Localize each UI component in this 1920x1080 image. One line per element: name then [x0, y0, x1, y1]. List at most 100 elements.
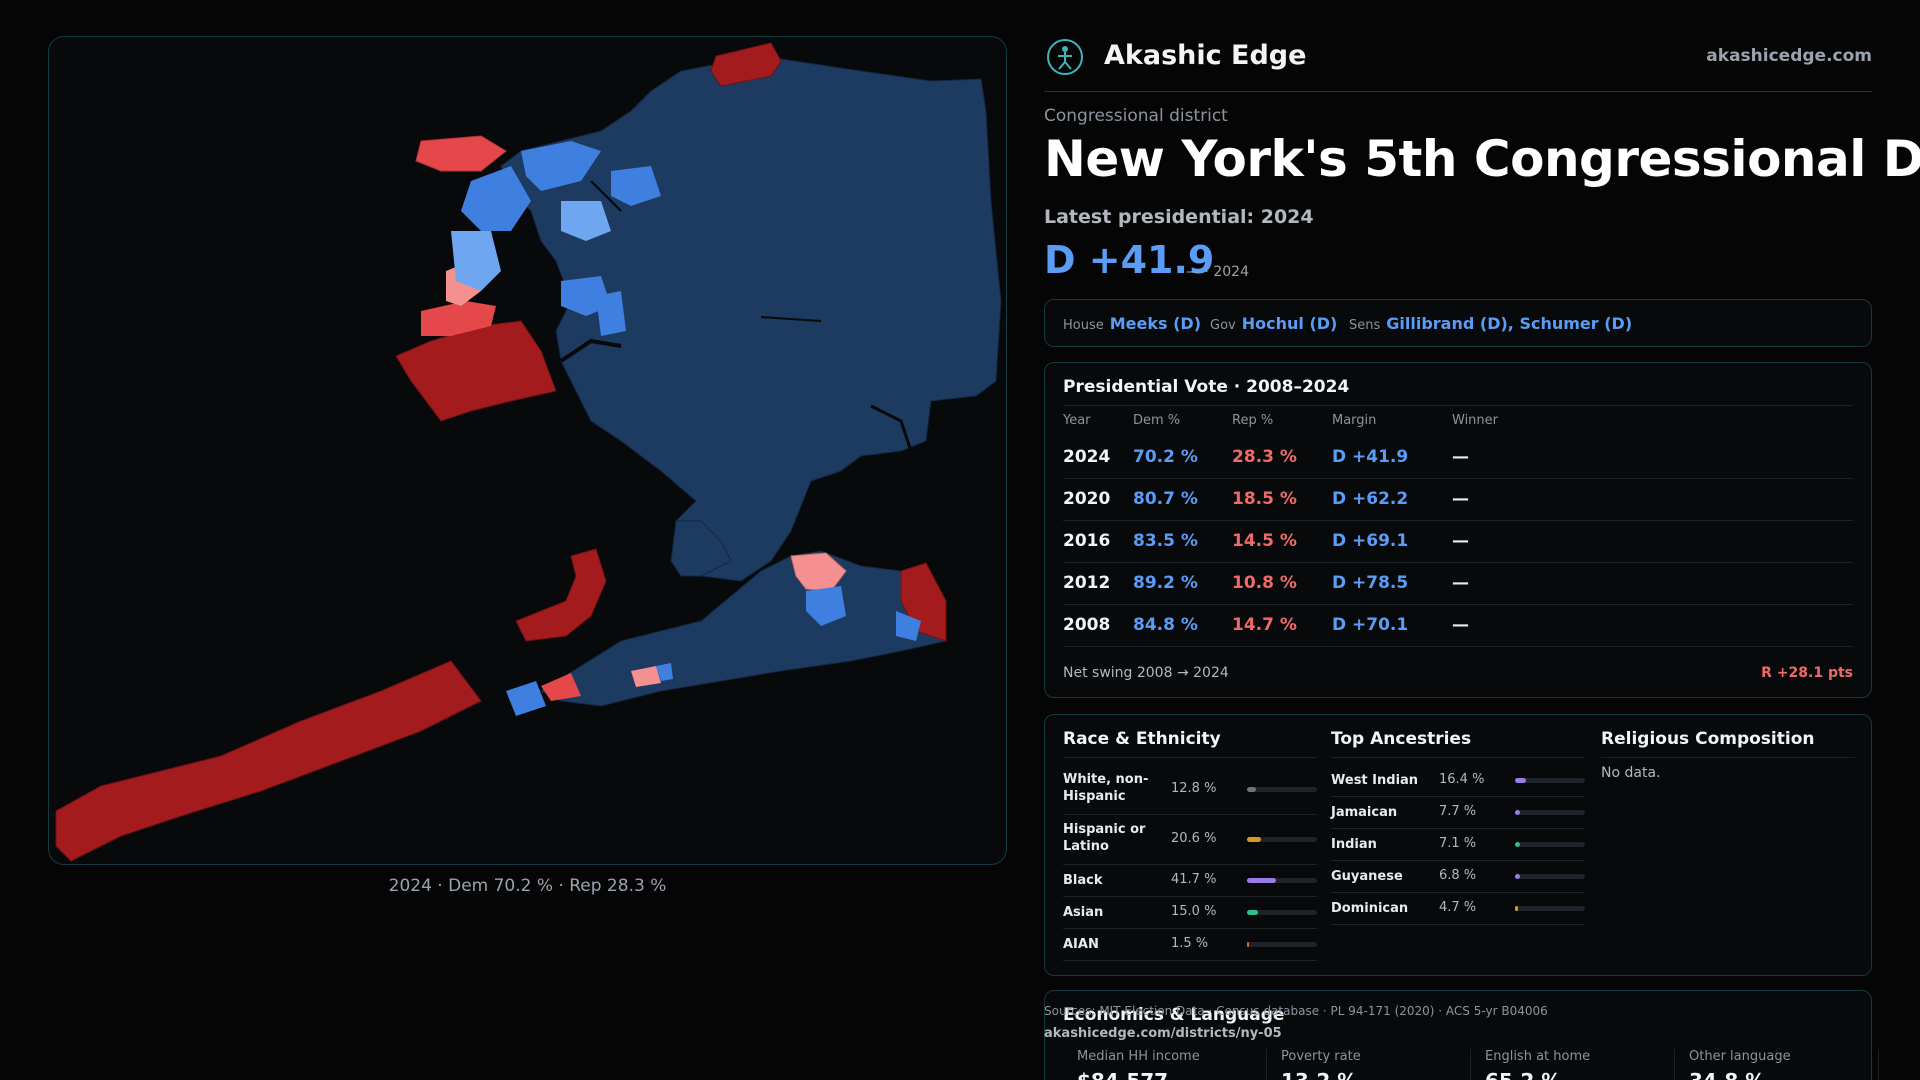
bar-track	[1515, 874, 1585, 879]
economics-stat: Median HH income $84,577	[1063, 1049, 1267, 1080]
bar-value: 7.1 %	[1439, 836, 1477, 851]
official-value[interactable]: Hochul (D)	[1241, 314, 1338, 333]
map-creek-4	[590, 180, 622, 212]
bar-track	[1515, 842, 1585, 847]
official-value[interactable]: Gillibrand (D), Schumer (D)	[1386, 314, 1633, 333]
map-region-east-blue[interactable]	[896, 611, 921, 641]
map-region-breezy-point[interactable]	[55, 660, 482, 862]
bar-label: White, non-Hispanic	[1063, 772, 1149, 804]
latest-margin: D +41.9	[1044, 238, 1215, 282]
cell-rep: 14.5 %	[1232, 531, 1297, 551]
latest-margin-sub: — · 2024	[1186, 264, 1249, 280]
map-creek-3	[760, 316, 822, 322]
stick-figure-icon[interactable]	[1046, 38, 1084, 76]
official-value[interactable]: Meeks (D)	[1109, 314, 1202, 333]
map-region-rockaway-blue-1[interactable]	[506, 681, 546, 716]
list-item: Guyanese 6.8 %	[1331, 861, 1585, 893]
stat-label: Poverty rate	[1281, 1049, 1361, 1064]
district-kicker: Congressional district	[1044, 106, 1228, 126]
cell-margin: D +69.1	[1332, 531, 1409, 551]
table-row[interactable]: 2016 83.5 % 14.5 % D +69.1 —	[1063, 521, 1853, 563]
map-region-nw-blue-3[interactable]	[521, 141, 601, 191]
map-region-nw-blue-4[interactable]	[561, 201, 611, 241]
source-url[interactable]: akashicedge.com/districts/ny-05	[1044, 1026, 1282, 1041]
cell-year: 2020	[1063, 489, 1111, 509]
bar-track	[1515, 810, 1585, 815]
map-region-rockaway-pink-1[interactable]	[631, 666, 661, 687]
divider	[1063, 757, 1317, 758]
bar-track	[1247, 878, 1317, 883]
divider	[1331, 757, 1585, 758]
cell-winner: —	[1452, 489, 1469, 509]
latest-presidential-label: Latest presidential: 2024	[1044, 206, 1314, 228]
list-item: Hispanic or Latino 20.6 %	[1063, 815, 1317, 865]
bar-value: 20.6 %	[1171, 831, 1217, 846]
district-map[interactable]	[48, 36, 1007, 865]
bar-label: Dominican	[1331, 901, 1409, 916]
cell-winner: —	[1452, 531, 1469, 551]
table-row[interactable]: 2024 70.2 % 28.3 % D +41.9 —	[1063, 437, 1853, 479]
cell-year: 2008	[1063, 615, 1111, 635]
bar-fill	[1515, 778, 1527, 783]
district-details: Akashic Edge akashicedge.com Congression…	[1044, 0, 1920, 1080]
bar-fill	[1515, 842, 1520, 847]
official-label: Gov	[1210, 318, 1236, 333]
map-region-nw-blue-7[interactable]	[596, 291, 626, 336]
cell-year: 2016	[1063, 531, 1111, 551]
map-region-nw-red-top[interactable]	[415, 135, 507, 172]
bar-track	[1515, 906, 1585, 911]
bar-label: AIAN	[1063, 937, 1099, 952]
bar-fill	[1247, 837, 1262, 842]
col-header-margin: Margin	[1332, 413, 1377, 428]
religion-title: Religious Composition	[1601, 729, 1815, 749]
economics-stat: English at home 65.2 %	[1471, 1049, 1675, 1080]
map-region-rockaway-red-1[interactable]	[541, 673, 581, 701]
list-item: West Indian 16.4 %	[1331, 765, 1585, 797]
stat-label: Median HH income	[1077, 1049, 1200, 1064]
net-swing-label: Net swing 2008 → 2024	[1063, 665, 1229, 681]
bar-track	[1515, 778, 1585, 783]
bar-fill	[1247, 787, 1256, 792]
demographics-card: Race & Ethnicity White, non-Hispanic 12.8…	[1044, 714, 1872, 976]
map-region-nw-blue-5[interactable]	[611, 166, 661, 206]
map-region-nw-blue-1[interactable]	[461, 166, 531, 231]
table-row[interactable]: 2012 89.2 % 10.8 % D +78.5 —	[1063, 563, 1853, 605]
map-creek-1	[559, 338, 622, 363]
map-region-jfk-blue[interactable]	[806, 586, 846, 626]
map-region-north-red[interactable]	[710, 42, 782, 87]
cell-winner: —	[1452, 615, 1469, 635]
ancestry-title: Top Ancestries	[1331, 729, 1472, 749]
bar-value: 15.0 %	[1171, 904, 1217, 919]
brand-url[interactable]: akashicedge.com	[1706, 46, 1872, 66]
official-senators: Sens Gillibrand (D), Schumer (D)	[1349, 314, 1632, 333]
cell-dem: 70.2 %	[1133, 447, 1198, 467]
map-region-queens[interactable]	[500, 55, 1002, 582]
cell-rep: 18.5 %	[1232, 489, 1297, 509]
cell-dem: 83.5 %	[1133, 531, 1198, 551]
official-label: House	[1063, 318, 1104, 333]
stat-value: 13.2 %	[1281, 1069, 1357, 1080]
brand-name[interactable]: Akashic Edge	[1104, 40, 1307, 71]
net-swing-value: R +28.1 pts	[1761, 665, 1853, 681]
map-region-jamaica-bay[interactable]	[670, 520, 732, 577]
bar-label: Hispanic or Latino	[1063, 822, 1146, 854]
officials-card: House Meeks (D) Gov Hochul (D) Sens Gillibr…	[1044, 299, 1872, 347]
race-title: Race & Ethnicity	[1063, 729, 1221, 749]
map-region-bay-island[interactable]	[515, 548, 607, 642]
cell-rep: 10.8 %	[1232, 573, 1297, 593]
list-item: Dominican 4.7 %	[1331, 893, 1585, 925]
table-row[interactable]: 2020 80.7 % 18.5 % D +62.2 —	[1063, 479, 1853, 521]
map-region-nw-red-2[interactable]	[421, 301, 496, 336]
divider	[1063, 405, 1853, 406]
bar-value: 1.5 %	[1171, 936, 1209, 951]
presidential-vote-title: Presidential Vote · 2008–2024	[1063, 377, 1350, 397]
map-region-nw-red[interactable]	[395, 320, 557, 422]
precinct-map-svg[interactable]	[49, 37, 1007, 865]
table-row[interactable]: 2008 84.8 % 14.7 % D +70.1 —	[1063, 605, 1853, 647]
map-region-rockaway-blue-2[interactable]	[656, 663, 673, 681]
list-item: Asian 15.0 %	[1063, 897, 1317, 929]
map-region-nw-blue-2[interactable]	[451, 231, 501, 291]
source-text: Sources: MIT Election Data · Census data…	[1044, 1004, 1548, 1018]
cell-rep: 28.3 %	[1232, 447, 1297, 467]
official-governor: Gov Hochul (D)	[1210, 314, 1337, 333]
